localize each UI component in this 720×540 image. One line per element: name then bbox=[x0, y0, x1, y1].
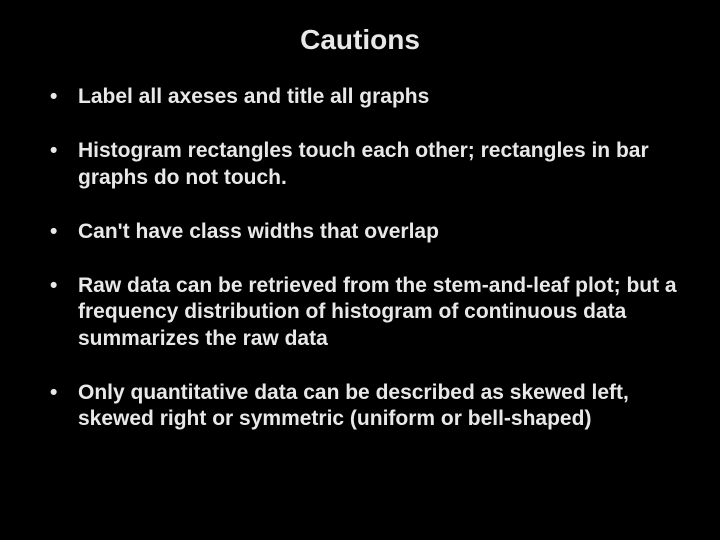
bullet-list: Label all axeses and title all graphs Hi… bbox=[30, 84, 690, 432]
list-item: Only quantitative data can be described … bbox=[50, 380, 690, 433]
list-item: Can't have class widths that overlap bbox=[50, 219, 690, 245]
list-item: Histogram rectangles touch each other; r… bbox=[50, 138, 690, 191]
slide-title: Cautions bbox=[30, 24, 690, 56]
list-item: Raw data can be retrieved from the stem-… bbox=[50, 273, 690, 352]
list-item: Label all axeses and title all graphs bbox=[50, 84, 690, 110]
